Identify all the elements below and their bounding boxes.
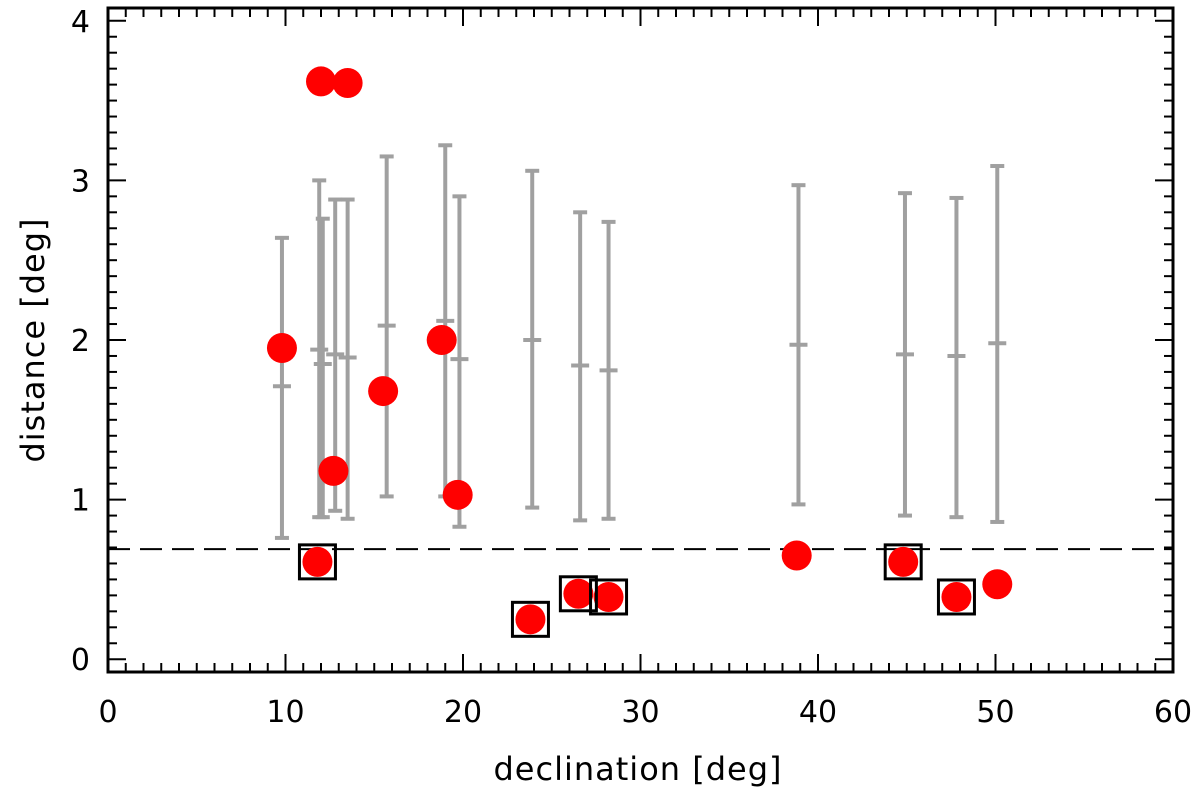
y-tick-label: 2 bbox=[71, 324, 90, 359]
data-point bbox=[515, 604, 546, 635]
axis-tick-labels: 0 10 20 30 40 50 60 0 1 2 3 4 bbox=[71, 5, 1192, 730]
error-bar bbox=[988, 164, 1007, 524]
error-bar bbox=[272, 235, 291, 540]
error-bars bbox=[272, 143, 1007, 540]
data-point bbox=[306, 66, 336, 97]
data-point bbox=[302, 546, 333, 577]
data-point bbox=[781, 540, 812, 571]
error-bar bbox=[895, 191, 914, 518]
error-bar bbox=[436, 143, 455, 499]
error-bar bbox=[377, 154, 396, 499]
data-point bbox=[941, 581, 972, 612]
x-tick-label: 30 bbox=[621, 695, 659, 730]
box-markers bbox=[297, 543, 976, 638]
error-bar bbox=[338, 197, 357, 521]
y-tick-label: 4 bbox=[71, 5, 90, 40]
box-marker bbox=[883, 543, 923, 581]
data-point bbox=[563, 578, 594, 609]
x-tick-label: 10 bbox=[266, 695, 304, 730]
x-tick-label: 20 bbox=[444, 695, 482, 730]
data-point bbox=[426, 325, 457, 355]
x-axis-label: declination [deg] bbox=[493, 750, 782, 788]
error-bar bbox=[571, 210, 590, 523]
data-point bbox=[318, 455, 349, 486]
data-point bbox=[982, 569, 1013, 600]
y-tick-label: 1 bbox=[71, 484, 90, 519]
data-point bbox=[442, 479, 473, 510]
error-bar bbox=[599, 219, 618, 521]
box-marker bbox=[297, 543, 337, 581]
data-point bbox=[593, 581, 624, 612]
x-tick-label: 60 bbox=[1154, 695, 1192, 730]
error-bar bbox=[947, 195, 966, 520]
data-point bbox=[888, 546, 919, 577]
y-axis-label: distance [deg] bbox=[14, 217, 52, 462]
data-point bbox=[368, 376, 399, 407]
plot-frame bbox=[106, 6, 1175, 674]
x-tick-label: 0 bbox=[98, 695, 117, 730]
x-tick-label: 50 bbox=[976, 695, 1014, 730]
error-bar bbox=[789, 183, 808, 507]
y-tick-label: 0 bbox=[71, 643, 90, 678]
y-tick-label: 3 bbox=[71, 164, 90, 199]
plot-area bbox=[106, 6, 1175, 674]
box-marker bbox=[589, 578, 629, 616]
axis-ticks bbox=[107, 8, 1174, 672]
box-marker bbox=[936, 578, 976, 616]
error-bar bbox=[523, 168, 542, 510]
data-point bbox=[266, 332, 297, 363]
data-points bbox=[266, 66, 1013, 635]
x-tick-label: 40 bbox=[799, 695, 837, 730]
data-point bbox=[332, 68, 363, 99]
box-marker bbox=[510, 600, 550, 638]
box-marker bbox=[558, 575, 598, 613]
error-bar bbox=[450, 194, 469, 529]
